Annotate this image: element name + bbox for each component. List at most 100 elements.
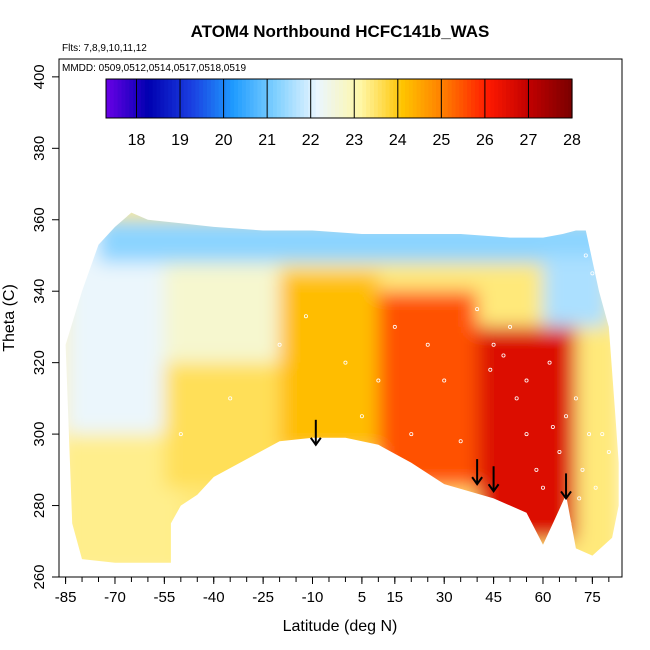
sample-point xyxy=(392,324,397,329)
y-tick-label: 280 xyxy=(31,493,48,518)
colorbar: 18 19 20 21 22 23 24 25 26 27 28 xyxy=(105,78,581,149)
colorbar-tick-label: 20 xyxy=(215,132,233,149)
colorbar-swatch xyxy=(203,79,208,118)
colorbar-tick-label: 27 xyxy=(520,132,538,149)
colorbar-swatch xyxy=(191,79,196,118)
colorbar-swatch xyxy=(529,79,534,118)
colorbar-swatch xyxy=(377,79,383,118)
colorbar-swatch xyxy=(160,79,165,118)
sample-point xyxy=(277,342,282,347)
colorbar-swatch xyxy=(471,79,476,118)
colorbar-swatch xyxy=(319,79,325,118)
y-tick-label: 340 xyxy=(31,279,48,304)
colorbar-swatch xyxy=(568,79,573,118)
colorbar-swatch xyxy=(292,79,297,118)
sample-point xyxy=(458,439,463,444)
colorbar-swatch xyxy=(269,79,274,118)
colorbar-swatch xyxy=(525,79,530,118)
colorbar-tick-label: 25 xyxy=(432,132,450,149)
sample-point xyxy=(573,396,578,401)
colorbar-swatch xyxy=(144,79,150,118)
colorbar-swatch xyxy=(168,79,173,118)
colorbar-swatch xyxy=(323,79,328,118)
colorbar-swatch xyxy=(428,79,433,118)
colorbar-swatch xyxy=(366,79,371,118)
sample-point xyxy=(409,432,414,437)
sample-point xyxy=(593,485,598,490)
colorbar-swatch xyxy=(358,79,363,118)
colorbar-swatch xyxy=(537,79,542,118)
colorbar-swatch xyxy=(544,79,550,118)
colorbar-swatch xyxy=(439,79,445,118)
colorbar-swatch xyxy=(447,79,453,118)
colorbar-swatch xyxy=(486,79,492,118)
colorbar-swatch xyxy=(474,79,480,118)
colorbar-swatch xyxy=(311,79,317,118)
sample-point xyxy=(540,485,545,490)
arrow-marker xyxy=(560,473,572,501)
colorbar-swatch xyxy=(564,79,569,118)
colorbar-swatch xyxy=(140,79,146,118)
colorbar-swatch xyxy=(121,79,127,118)
y-tick-label: 260 xyxy=(31,564,48,589)
x-tick-label: 45 xyxy=(485,589,502,606)
colorbar-swatch xyxy=(509,79,515,118)
sample-point xyxy=(303,314,308,319)
colorbar-swatch xyxy=(179,79,185,118)
x-tick-label: -70 xyxy=(104,589,126,606)
colorbar-swatch xyxy=(257,79,262,118)
colorbar-swatch xyxy=(521,79,526,118)
colorbar-swatch xyxy=(187,79,193,118)
arrow-marker xyxy=(309,419,322,447)
field-band xyxy=(98,219,609,263)
colorbar-swatch xyxy=(381,79,387,118)
x-tick-label: 15 xyxy=(386,589,403,606)
x-tick-label: 60 xyxy=(535,589,552,606)
colorbar-swatch xyxy=(327,79,332,118)
sample-point xyxy=(580,467,585,472)
x-tick-label: 75 xyxy=(584,589,601,606)
colorbar-swatch xyxy=(199,79,204,118)
sample-point xyxy=(524,378,529,383)
dates-note: MMDD: 0509,0512,0514,0517,0518,0519 xyxy=(62,63,246,74)
chart-title: ATOM4 Northbound HCFC141b_WAS xyxy=(191,22,490,41)
x-tick-label: 5 xyxy=(358,589,366,606)
flights-note: Flts: 7,8,9,10,11,12 xyxy=(62,43,147,54)
colorbar-swatch xyxy=(137,79,142,118)
colorbar-swatch xyxy=(443,79,449,118)
sample-point xyxy=(228,396,233,401)
colorbar-tick-label: 28 xyxy=(563,132,581,149)
colorbar-swatch xyxy=(183,79,189,118)
colorbar-swatch xyxy=(432,79,437,118)
sample-point xyxy=(178,432,183,437)
colorbar-swatch xyxy=(261,79,266,118)
y-tick-label: 320 xyxy=(31,350,48,375)
colorbar-swatch xyxy=(393,79,398,118)
sample-point xyxy=(564,414,569,419)
colorbar-swatch xyxy=(436,79,441,118)
y-tick-label: 380 xyxy=(31,136,48,161)
colorbar-swatch xyxy=(502,79,507,118)
y-tick-label: 300 xyxy=(31,422,48,447)
colorbar-swatch xyxy=(214,79,220,118)
colorbar-swatch xyxy=(548,79,554,118)
field-band xyxy=(164,255,280,363)
colorbar-swatch xyxy=(175,79,181,118)
x-tick-label: -10 xyxy=(302,589,324,606)
sample-point xyxy=(606,449,611,454)
colorbar-swatch xyxy=(195,79,200,118)
x-tick-label: -55 xyxy=(154,589,176,606)
sample-point xyxy=(583,253,588,258)
colorbar-swatch xyxy=(148,79,154,118)
sample-point xyxy=(587,432,592,437)
colorbar-swatch xyxy=(156,79,161,118)
sample-point xyxy=(475,307,480,312)
sample-point xyxy=(501,353,506,358)
colorbar-swatch xyxy=(172,79,177,118)
colorbar-swatch xyxy=(210,79,216,118)
plot-frame xyxy=(58,58,623,578)
sample-point xyxy=(508,324,513,329)
field-band xyxy=(279,273,379,452)
colorbar-swatch xyxy=(109,79,115,118)
